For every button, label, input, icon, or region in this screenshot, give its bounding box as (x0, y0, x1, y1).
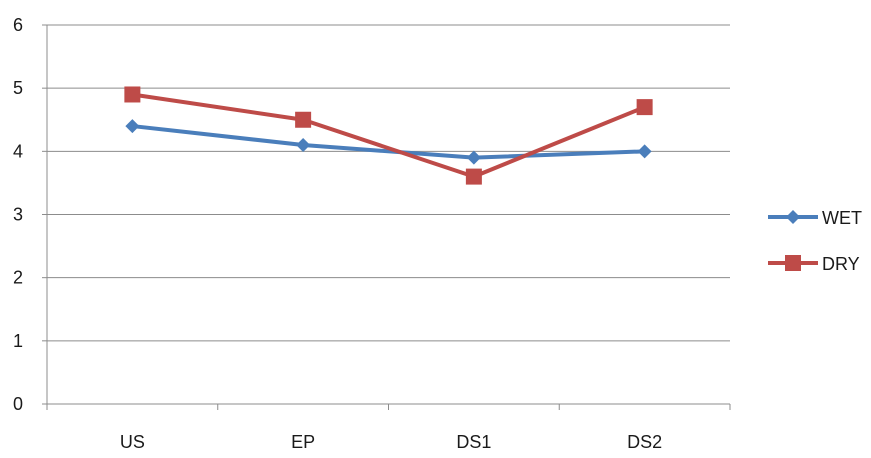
data-point-wet (125, 119, 140, 134)
data-point-dry (124, 86, 141, 103)
legend-label-wet: WET (822, 208, 862, 228)
legend: WET DRY (768, 208, 862, 274)
x-tick-label: EP (291, 432, 315, 452)
legend-item-dry: DRY (768, 254, 860, 274)
data-point-dry (465, 168, 482, 185)
legend-item-wet: WET (768, 208, 862, 228)
y-tick-label: 5 (13, 78, 23, 98)
x-tick-label: DS1 (456, 432, 491, 452)
series-group (124, 86, 653, 185)
data-point-dry (295, 111, 312, 128)
legend-label-dry: DRY (822, 254, 860, 274)
series-line-wet (130, 124, 647, 160)
y-tick-labels: 0 1 2 3 4 5 6 (13, 15, 23, 414)
y-tick-label: 2 (13, 268, 23, 288)
x-tick-labels: US EP DS1 DS2 (120, 432, 662, 452)
legend-marker-dry (785, 255, 801, 271)
y-tick-label: 0 (13, 394, 23, 414)
data-point-wet (296, 138, 311, 153)
x-tick-label: DS2 (627, 432, 662, 452)
y-tick-label: 4 (13, 141, 23, 161)
legend-marker-wet (786, 210, 800, 224)
series-wet (125, 119, 652, 165)
series-dry (124, 86, 653, 185)
y-tick-label: 1 (13, 331, 23, 351)
series-line-dry (130, 92, 647, 179)
data-point-wet (637, 144, 652, 159)
axes (42, 24, 731, 410)
y-tick-label: 6 (13, 15, 23, 35)
gridlines (47, 24, 730, 342)
y-tick-label: 3 (13, 205, 23, 225)
x-tick-label: US (120, 432, 145, 452)
data-point-wet (466, 150, 481, 165)
data-point-dry (636, 99, 653, 116)
